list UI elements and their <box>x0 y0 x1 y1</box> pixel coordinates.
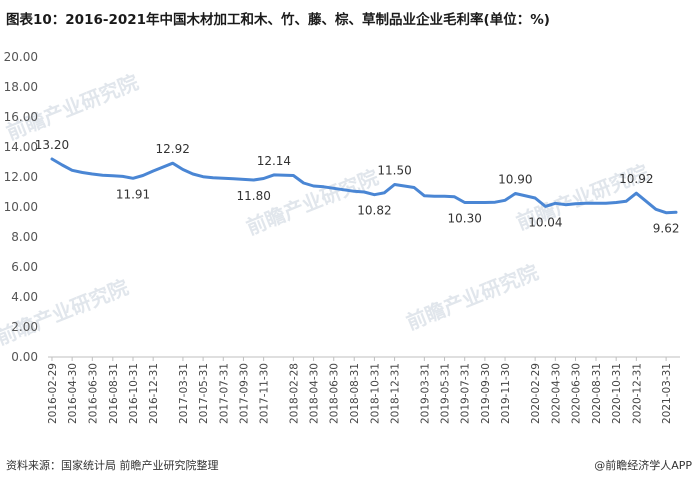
data-label: 11.91 <box>116 187 150 201</box>
data-label: 11.50 <box>377 164 411 178</box>
x-tick-label: 2017-09-30 <box>238 363 250 424</box>
x-tick-label: 2018-12-31 <box>390 363 402 424</box>
x-tick-label: 2018-08-31 <box>349 363 361 424</box>
x-tick-label: 2019-07-31 <box>460 363 472 424</box>
x-tick-label: 2019-09-30 <box>480 363 492 424</box>
x-tick-label: 2016-12-31 <box>148 363 160 424</box>
x-tick-label: 2018-04-30 <box>309 363 321 424</box>
y-tick-label: 4.00 <box>11 290 38 304</box>
x-tick-label: 2018-10-31 <box>369 363 381 424</box>
y-tick-label: 12.00 <box>4 170 38 184</box>
y-axis-ticks: 0.00 2.00 4.00 6.00 8.00 10.00 12.00 14.00 16.00… <box>4 50 38 364</box>
data-label: 10.92 <box>619 172 653 186</box>
y-tick-label: 20.00 <box>4 50 38 64</box>
x-axis-ticks: 2016-02-29 2016-04-30 2016-06-30 2016-08-31… <box>47 357 673 424</box>
x-tick-label: 2020-12-31 <box>631 363 643 424</box>
data-label: 13.20 <box>35 138 69 152</box>
watermark-text: 前瞻产业研究院 <box>403 260 542 335</box>
x-tick-label: 2016-10-31 <box>128 363 140 424</box>
data-label: 10.82 <box>357 204 391 218</box>
y-tick-label: 2.00 <box>11 320 38 334</box>
x-tick-label: 2016-06-30 <box>87 363 99 424</box>
data-label: 12.92 <box>156 142 190 156</box>
y-tick-label: 14.00 <box>4 140 38 154</box>
x-tick-label: 2017-11-30 <box>259 363 271 424</box>
x-tick-label: 2017-05-31 <box>198 363 210 424</box>
brand-credit: @前瞻经济学人APP <box>594 459 692 472</box>
data-label: 11.80 <box>237 189 271 203</box>
x-tick-label: 2019-05-31 <box>440 363 452 424</box>
x-tick-label: 2016-04-30 <box>67 363 79 424</box>
x-tick-label: 2016-02-29 <box>47 363 59 424</box>
y-tick-label: 10.00 <box>4 200 38 214</box>
data-label: 12.14 <box>257 154 291 168</box>
x-tick-label: 2020-02-29 <box>530 363 542 424</box>
data-label: 10.30 <box>448 212 482 226</box>
x-tick-label: 2016-08-31 <box>108 363 120 424</box>
y-tick-label: 8.00 <box>11 230 38 244</box>
y-tick-label: 16.00 <box>4 110 38 124</box>
x-tick-label: 2019-03-31 <box>419 363 431 424</box>
x-tick-label: 2018-02-28 <box>288 363 300 424</box>
chart-title: 图表10：2016-2021年中国木材加工和木、竹、藤、棕、草制品业企业毛利率(… <box>6 12 550 28</box>
x-tick-label: 2021-03-31 <box>661 363 673 424</box>
y-tick-label: 6.00 <box>11 260 38 274</box>
x-tick-label: 2017-07-31 <box>218 363 230 424</box>
series-line <box>50 157 678 215</box>
x-tick-label: 2020-04-30 <box>550 363 562 424</box>
x-tick-label: 2020-06-30 <box>570 363 582 424</box>
y-tick-label: 0.00 <box>11 350 38 364</box>
watermark-text: 前瞻产业研究院 <box>0 275 132 350</box>
x-tick-label: 2018-06-30 <box>329 363 341 424</box>
x-tick-label: 2020-08-31 <box>591 363 603 424</box>
x-tick-label: 2020-10-31 <box>611 363 623 424</box>
y-tick-label: 18.00 <box>4 80 38 94</box>
data-label: 10.04 <box>528 215 562 229</box>
data-label: 9.62 <box>653 222 680 236</box>
data-labels: 13.20 11.91 12.92 11.80 12.14 10.82 11.50 10.30… <box>35 138 680 236</box>
x-tick-label: 2017-03-31 <box>178 363 190 424</box>
data-label: 10.90 <box>498 173 532 187</box>
source-note: 资料来源：国家统计局 前瞻产业研究院整理 <box>6 459 219 472</box>
x-tick-label: 2019-11-30 <box>500 363 512 424</box>
